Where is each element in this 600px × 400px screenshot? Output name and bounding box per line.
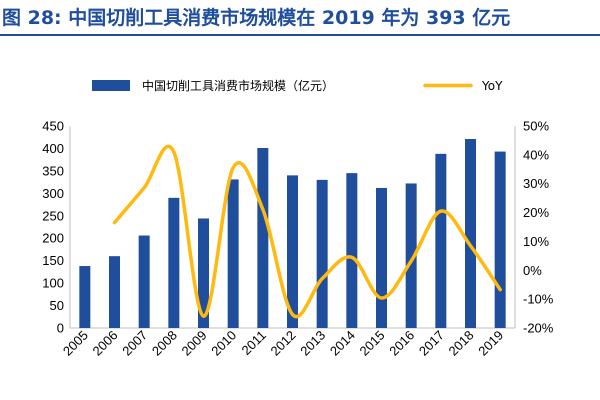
legend: 中国切削工具消费市场规模（亿元） YoY: [92, 78, 503, 93]
left-tick-label: 200: [42, 231, 64, 246]
yoy-line: [112, 144, 502, 319]
bar-2007: [138, 235, 150, 328]
bar-2019: [494, 151, 506, 328]
bar-2012: [287, 175, 298, 328]
x-tick-label: 2016: [386, 328, 417, 359]
bar-2018: [465, 139, 476, 328]
x-tick-label: 2019: [475, 328, 506, 359]
right-tick-label: -10%: [523, 292, 554, 307]
bar-2016: [405, 183, 417, 328]
x-tick-label: 2010: [208, 328, 239, 359]
x-tick-label: 2009: [179, 328, 210, 359]
right-tick-label: -20%: [523, 321, 554, 336]
bar-2008: [168, 197, 180, 328]
x-tick-label: 2018: [446, 328, 477, 359]
x-tick-label: 2008: [149, 328, 180, 359]
left-tick-label: 150: [42, 253, 64, 268]
x-tick-label: 2012: [268, 328, 299, 359]
x-tick-label: 2006: [90, 328, 121, 359]
bar-series: [79, 139, 506, 328]
bar-2010: [227, 179, 239, 328]
bar-2006: [109, 256, 120, 328]
chart-title: 图 28: 中国切削工具消费市场规模在 2019 年为 393 亿元: [2, 7, 511, 29]
bar-2013: [316, 179, 328, 328]
right-tick-label: 30%: [523, 176, 549, 191]
left-tick-label: 0: [57, 321, 64, 336]
right-tick-label: 10%: [523, 234, 549, 249]
legend-bar-label: 中国切削工具消费市场规模（亿元）: [142, 78, 334, 93]
right-tick-label: 0%: [523, 263, 542, 278]
yoy-line-series: [112, 144, 502, 319]
legend-bar-swatch: [92, 80, 130, 91]
bar-2005: [79, 266, 91, 328]
left-tick-label: 450: [42, 119, 64, 134]
bar-2011: [257, 147, 269, 328]
bar-2017: [435, 153, 447, 328]
x-tick-label: 2017: [416, 328, 447, 359]
legend-line-label: YoY: [481, 79, 503, 93]
x-tick-label: 2007: [119, 328, 150, 359]
left-tick-label: 100: [42, 276, 64, 291]
right-tick-label: 40%: [523, 147, 549, 162]
title-underline: [0, 34, 600, 36]
bar-2015: [376, 187, 387, 328]
x-tick-label: 2005: [60, 328, 91, 359]
left-tick-label: 400: [42, 141, 64, 156]
x-tick-label: 2014: [327, 328, 358, 359]
left-tick-label: 50: [50, 298, 64, 313]
left-tick-label: 300: [42, 186, 64, 201]
right-tick-label: 50%: [523, 119, 549, 134]
x-tick-label: 2015: [357, 328, 388, 359]
bar-2009: [198, 218, 209, 328]
left-tick-label: 350: [42, 163, 64, 178]
right-tick-label: 20%: [523, 205, 549, 220]
left-tick-label: 250: [42, 208, 64, 223]
bar-2014: [346, 173, 358, 328]
x-tick-label: 2013: [297, 328, 328, 359]
x-tick-label: 2011: [239, 328, 269, 358]
